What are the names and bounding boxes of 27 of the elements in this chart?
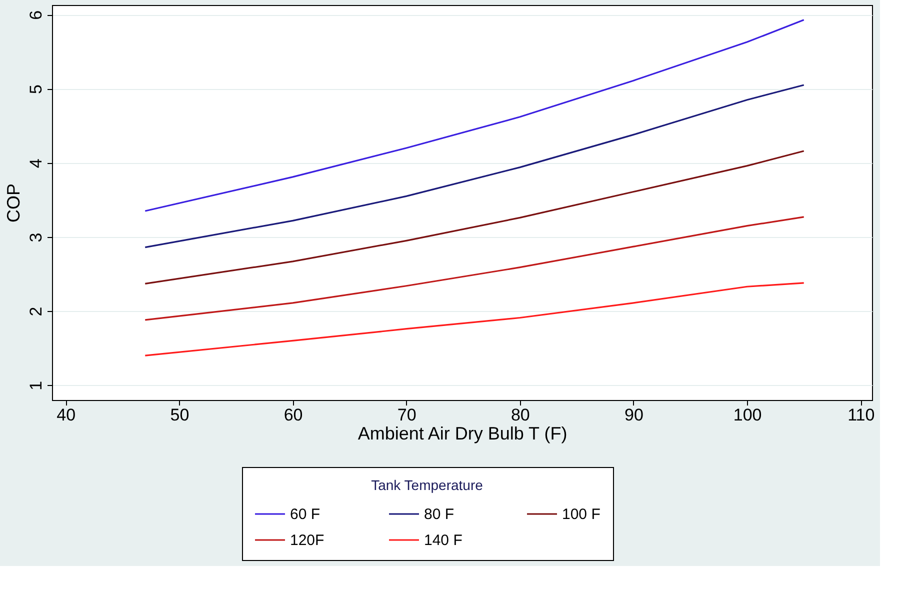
y-tick-label: 5 bbox=[26, 84, 46, 94]
y-axis-title: COP bbox=[4, 183, 24, 223]
x-tick-label: 60 bbox=[284, 406, 303, 424]
y-tick-label: 2 bbox=[26, 306, 46, 316]
legend-label: 120F bbox=[290, 532, 324, 549]
line-series bbox=[144, 282, 805, 356]
legend-label: 60 F bbox=[290, 506, 320, 523]
legend-label: 140 F bbox=[424, 532, 462, 549]
legend-title: Tank Temperature bbox=[371, 477, 484, 493]
y-tick-label: 6 bbox=[26, 10, 46, 20]
x-tick-label: 90 bbox=[624, 406, 644, 424]
x-axis-title: Ambient Air Dry Bulb T (F) bbox=[358, 424, 568, 444]
line-series bbox=[144, 84, 805, 248]
x-tick-label: 40 bbox=[56, 406, 76, 424]
x-tick-label: 100 bbox=[733, 406, 762, 424]
x-tick-label: 110 bbox=[848, 406, 875, 424]
line-series bbox=[144, 216, 805, 321]
y-tick-label: 3 bbox=[26, 232, 46, 242]
y-tick-label: 1 bbox=[26, 380, 46, 390]
x-tick-label: 70 bbox=[397, 406, 416, 424]
y-tick-label: 4 bbox=[26, 158, 46, 168]
x-tick-label: 80 bbox=[510, 406, 530, 424]
line-series bbox=[144, 150, 805, 284]
legend-label: 100 F bbox=[562, 506, 600, 523]
legend-label: 80 F bbox=[424, 506, 454, 523]
line-series bbox=[144, 19, 805, 212]
x-tick-label: 50 bbox=[170, 406, 190, 424]
